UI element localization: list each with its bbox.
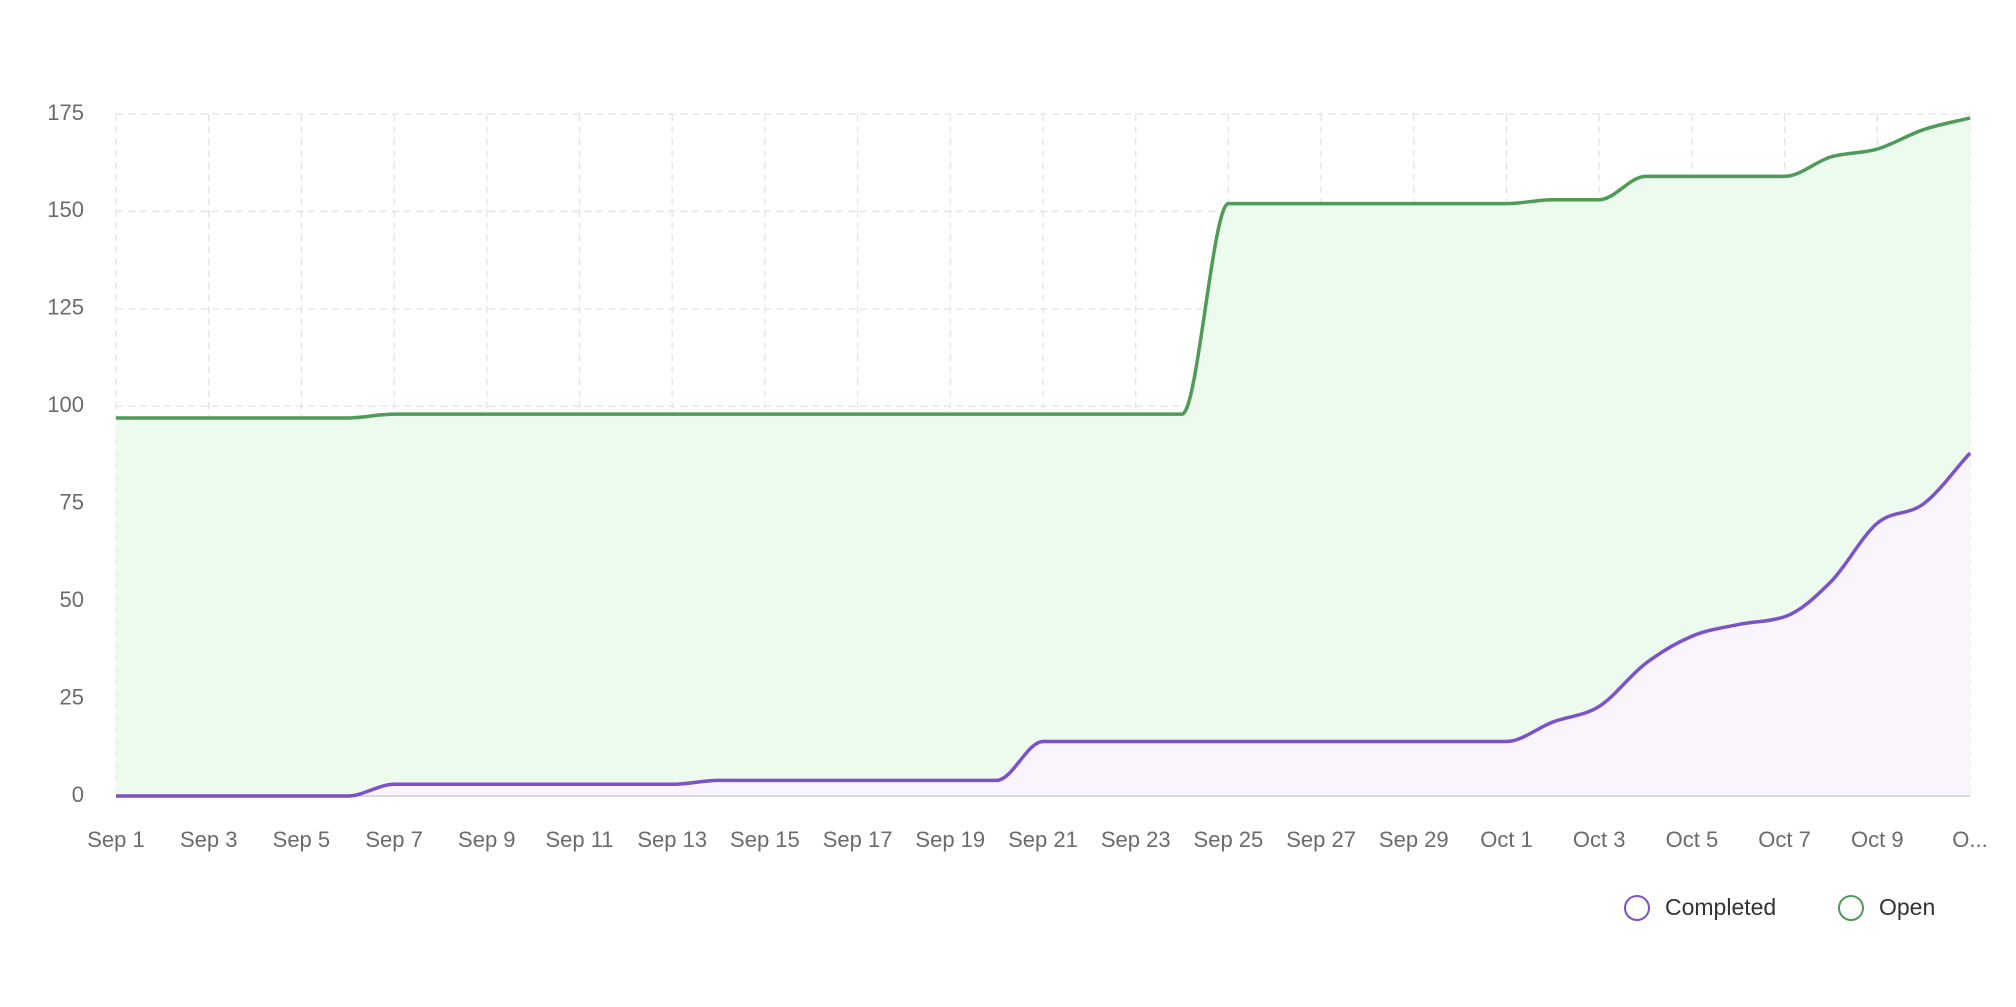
x-tick-label: Sep 1 [87, 827, 145, 852]
area [116, 117, 1970, 796]
x-tick-label: Sep 17 [823, 827, 893, 852]
legend-label[interactable]: Open [1879, 894, 1935, 920]
y-tick-label: 0 [72, 782, 84, 807]
x-tick-label: Sep 19 [915, 827, 985, 852]
x-tick-label: Sep 3 [180, 827, 238, 852]
y-tick-label: 25 [60, 684, 84, 709]
x-tick-label: Sep 15 [730, 827, 800, 852]
x-tick-label: Sep 7 [365, 827, 423, 852]
y-tick-label: 150 [47, 197, 84, 222]
x-tick-label: Oct 1 [1480, 827, 1533, 852]
x-tick-label: Sep 9 [458, 827, 516, 852]
legend-label[interactable]: Completed [1665, 894, 1776, 920]
x-tick-label: Oct 7 [1758, 827, 1811, 852]
y-tick-label: 125 [47, 295, 84, 320]
line [116, 451, 1972, 798]
y-tick-label: 75 [60, 490, 84, 515]
x-tick-label: Sep 21 [1008, 827, 1078, 852]
x-tick-label: Oct 9 [1851, 827, 1904, 852]
y-tick-label: 100 [47, 392, 84, 417]
x-tick-label: Sep 23 [1101, 827, 1171, 852]
legend-marker[interactable] [1624, 895, 1650, 921]
x-tick-label: O... [1952, 827, 1987, 852]
x-tick-label: Sep 27 [1286, 827, 1356, 852]
x-tick-label: Oct 3 [1573, 827, 1626, 852]
y-tick-label: 175 [47, 100, 84, 125]
line [115, 116, 1971, 420]
area [116, 453, 1970, 796]
x-tick-label: Sep 29 [1379, 827, 1449, 852]
x-tick-label: Sep 5 [273, 827, 331, 852]
x-tick-label: Sep 13 [637, 827, 707, 852]
x-tick-label: Sep 11 [545, 827, 613, 852]
y-tick-label: 50 [60, 587, 84, 612]
legend-marker[interactable] [1838, 895, 1864, 921]
x-tick-label: Sep 25 [1194, 827, 1264, 852]
x-tick-label: Oct 5 [1666, 827, 1719, 852]
